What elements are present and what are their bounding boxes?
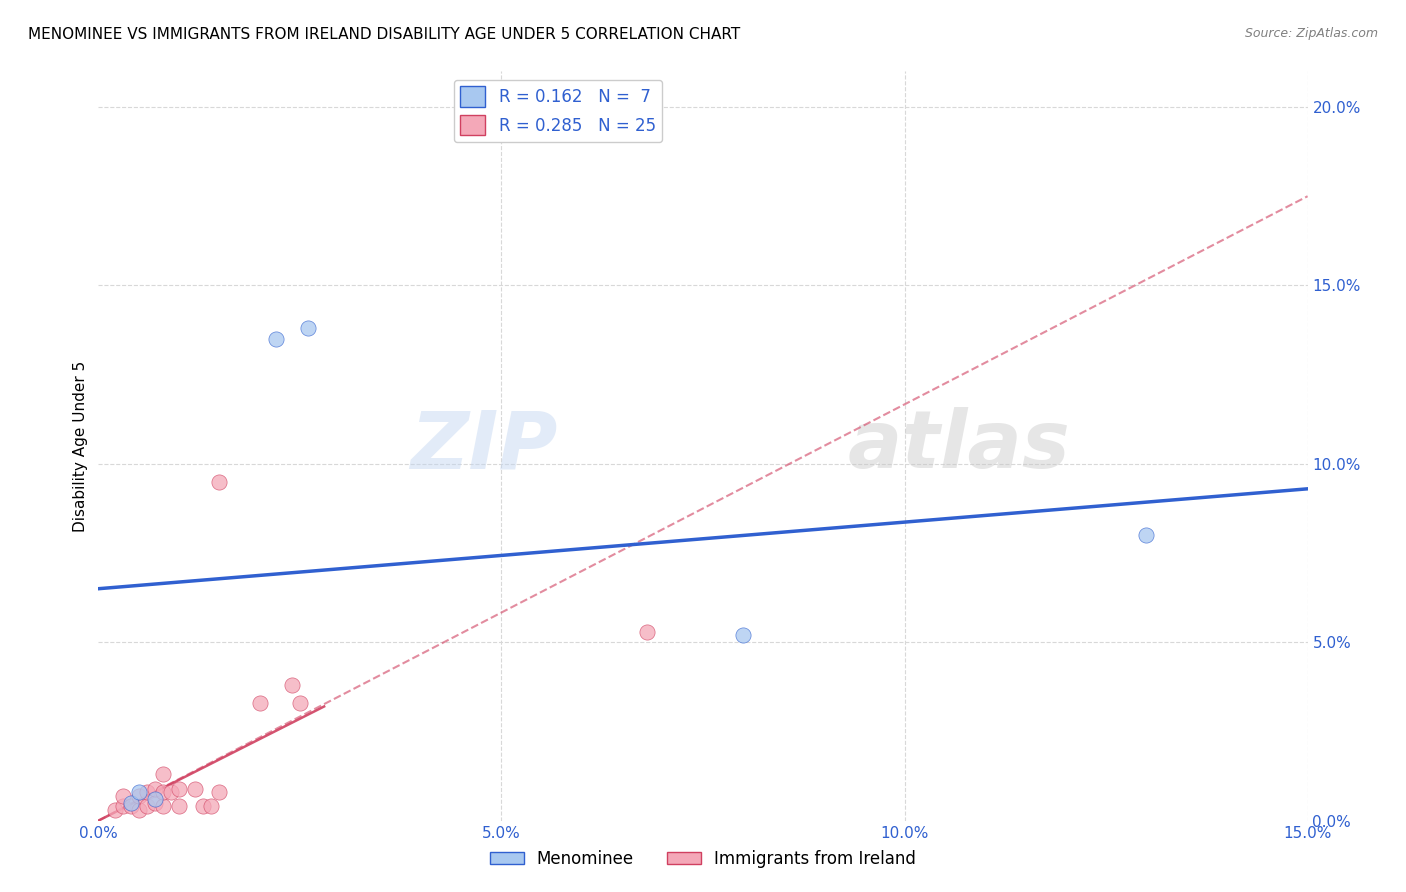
Point [200, 799, 222, 814]
Point [636, 624, 658, 639]
Point [152, 799, 174, 814]
Text: atlas: atlas [848, 407, 1071, 485]
Point [143, 781, 166, 796]
Point [281, 678, 304, 692]
Point [288, 696, 311, 710]
Point [111, 799, 134, 814]
Point [184, 781, 207, 796]
Point [160, 785, 183, 799]
Point [152, 767, 174, 781]
Y-axis label: Disability Age Under 5: Disability Age Under 5 [73, 360, 89, 532]
Point [1135, 528, 1157, 542]
Point [733, 628, 755, 642]
Point [120, 799, 142, 814]
Point [135, 785, 157, 799]
Point [167, 799, 190, 814]
Point [297, 321, 319, 335]
Point [128, 803, 150, 817]
Point [208, 475, 231, 489]
Legend: Menominee, Immigrants from Ireland: Menominee, Immigrants from Ireland [484, 844, 922, 875]
Point [143, 792, 166, 806]
Point [120, 796, 142, 810]
Text: MENOMINEE VS IMMIGRANTS FROM IRELAND DISABILITY AGE UNDER 5 CORRELATION CHART: MENOMINEE VS IMMIGRANTS FROM IRELAND DIS… [28, 27, 741, 42]
Point [152, 785, 174, 799]
Point [249, 696, 271, 710]
Text: ZIP: ZIP [411, 407, 558, 485]
Point [208, 785, 231, 799]
Point [103, 803, 125, 817]
Point [135, 799, 157, 814]
Point [111, 789, 134, 803]
Legend: R = 0.162   N =  7, R = 0.285   N = 25: R = 0.162 N = 7, R = 0.285 N = 25 [454, 79, 662, 142]
Point [193, 799, 215, 814]
Point [264, 332, 287, 346]
Point [167, 781, 190, 796]
Point [128, 785, 150, 799]
Point [128, 789, 150, 803]
Point [143, 796, 166, 810]
Text: Source: ZipAtlas.com: Source: ZipAtlas.com [1244, 27, 1378, 40]
